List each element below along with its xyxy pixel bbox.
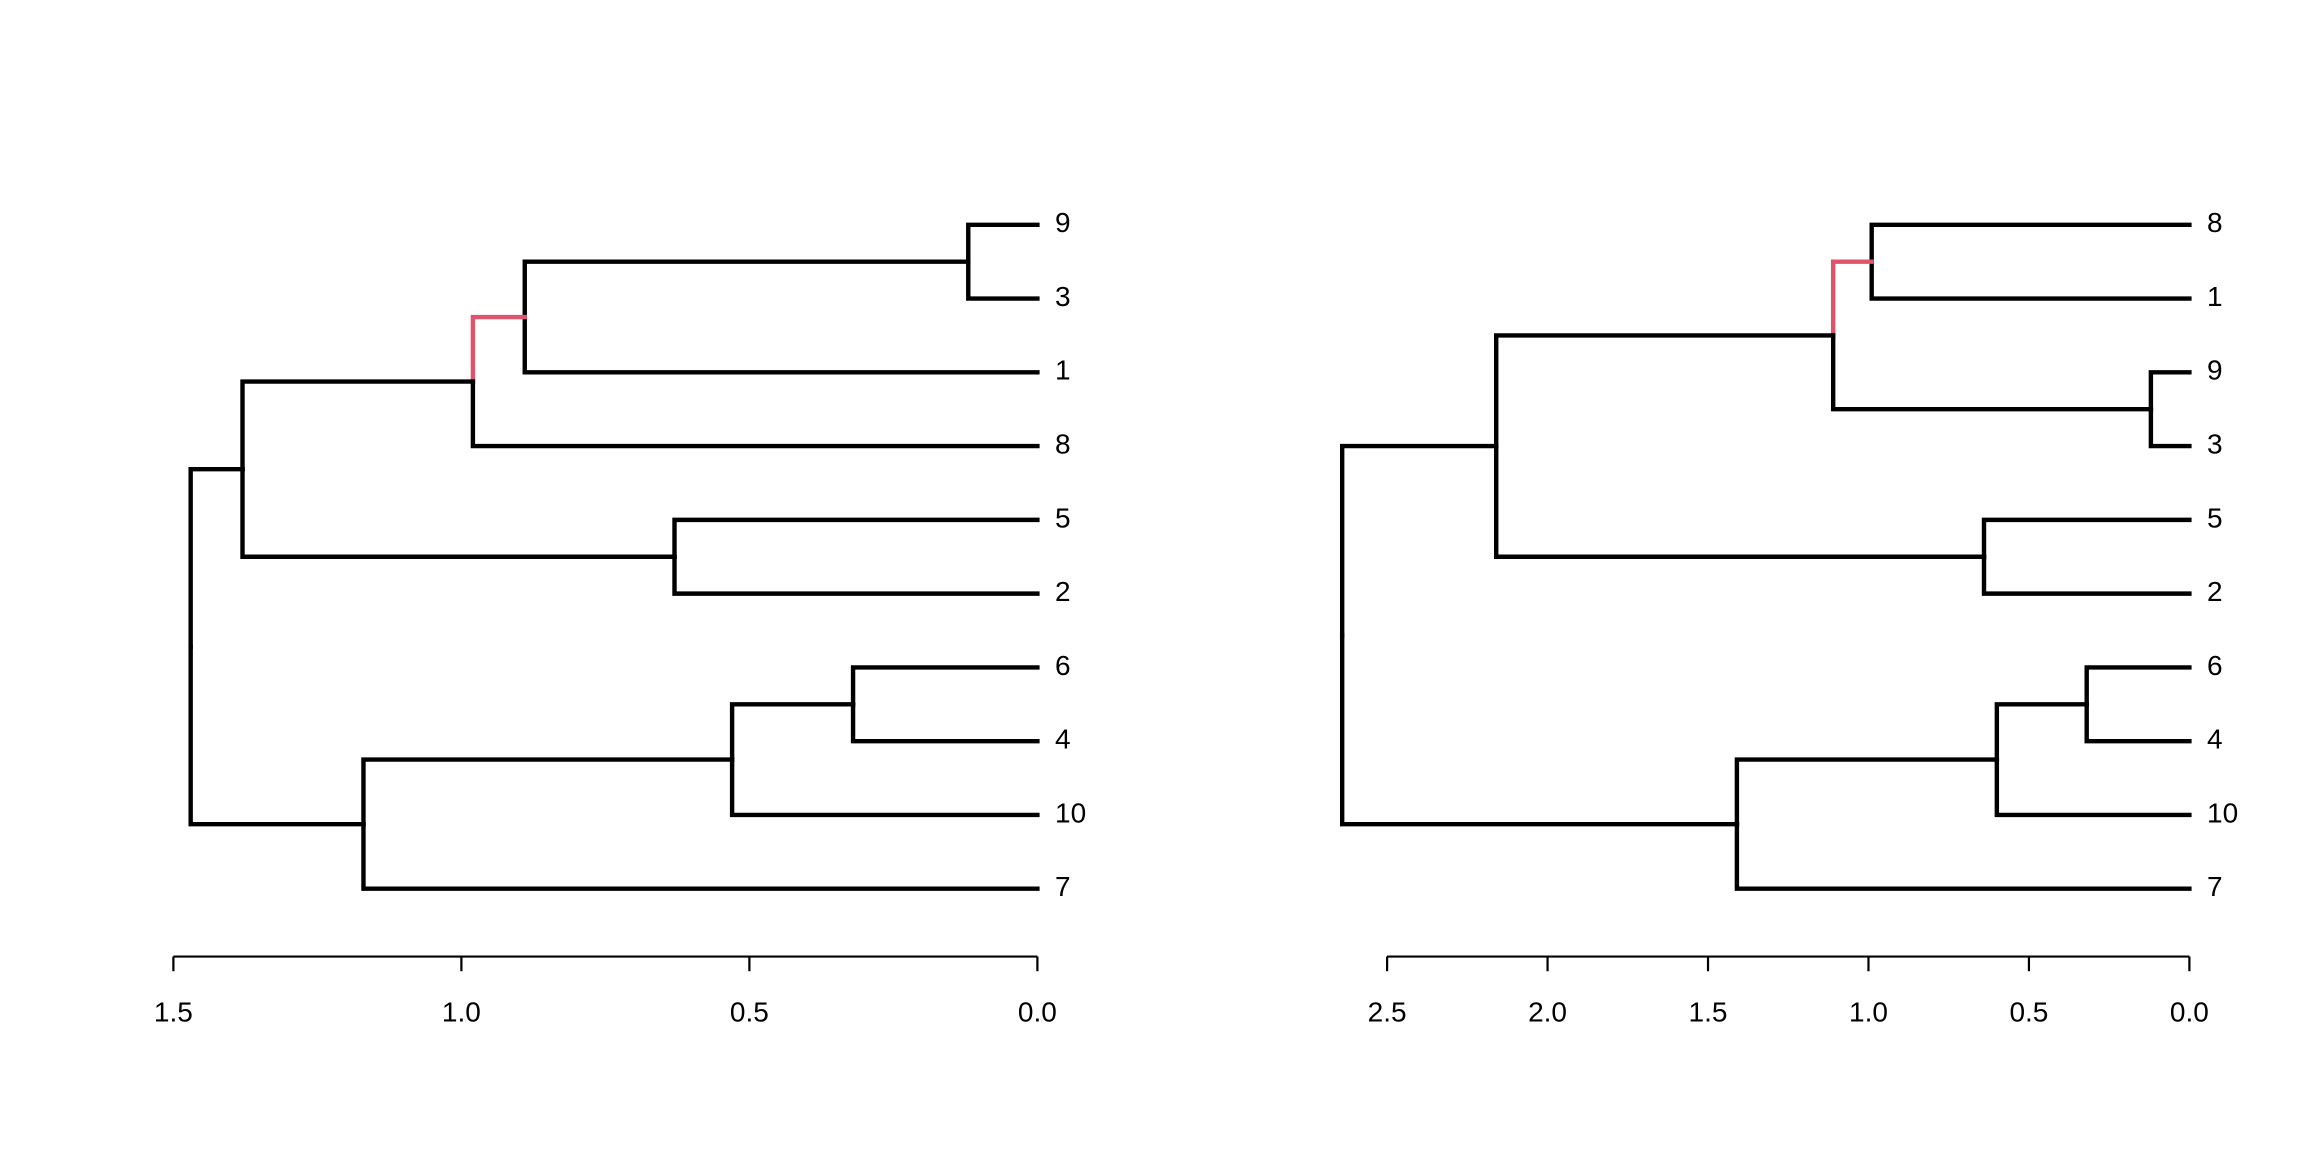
branch (361, 757, 735, 827)
highlight-branch (470, 314, 527, 384)
branch (1494, 443, 1987, 559)
leaf-label: 3 (1055, 281, 1071, 312)
branch (850, 702, 1040, 744)
branch (240, 466, 677, 559)
x-tick-label: 1.0 (442, 996, 481, 1027)
x-tick-label: 2.5 (1368, 996, 1407, 1027)
branch (1734, 757, 2000, 827)
branch (1869, 259, 2192, 301)
x-tick-label: 1.0 (1849, 996, 1888, 1027)
branch (522, 259, 971, 320)
leaf-label: 8 (1055, 428, 1071, 459)
branch (240, 379, 476, 472)
leaf-label: 6 (1055, 650, 1071, 681)
leaf-label: 5 (2207, 502, 2223, 533)
branch (1339, 632, 1740, 827)
leaf-label: 2 (1055, 576, 1071, 607)
branch (729, 702, 856, 762)
leaf-label: 10 (2207, 797, 2238, 828)
branch (1339, 443, 1499, 638)
branch (1981, 554, 2192, 596)
x-tick-label: 0.5 (730, 996, 769, 1027)
branch (966, 259, 1040, 301)
x-tick-label: 0.0 (1018, 996, 1057, 1027)
branch (672, 517, 1040, 559)
branch (729, 757, 1040, 818)
branch (470, 379, 1040, 449)
x-tick-label: 1.5 (1689, 996, 1728, 1027)
branch (1994, 757, 2192, 818)
branch (1994, 702, 2089, 762)
leaf-label: 7 (2207, 871, 2223, 902)
leaf-label: 10 (1055, 797, 1086, 828)
branch (1734, 821, 2192, 891)
branch (672, 554, 1040, 596)
branch (1830, 333, 2154, 412)
leaf-label: 3 (2207, 428, 2223, 459)
x-tick-label: 0.0 (2170, 996, 2209, 1027)
branch (1869, 222, 2192, 264)
branch (2148, 370, 2192, 412)
leaf-label: 8 (2207, 207, 2223, 238)
x-tick-label: 1.5 (154, 996, 193, 1027)
branch (188, 466, 245, 649)
leaf-label: 4 (1055, 724, 1071, 755)
branch (2084, 665, 2192, 707)
leaf-label: 2 (2207, 576, 2223, 607)
branch (1494, 333, 1836, 449)
branch (850, 665, 1040, 707)
leaf-label: 4 (2207, 724, 2223, 755)
leaf-label: 5 (1055, 502, 1071, 533)
leaf-label: 9 (1055, 207, 1071, 238)
leaf-label: 1 (2207, 281, 2223, 312)
branch (361, 821, 1040, 891)
branch (522, 314, 1040, 375)
branch (2084, 702, 2192, 744)
leaf-label: 9 (2207, 355, 2223, 386)
branch (966, 222, 1040, 264)
branch (1981, 517, 2192, 559)
x-tick-label: 0.5 (2009, 996, 2048, 1027)
branch (2148, 407, 2192, 449)
leaf-label: 7 (1055, 871, 1071, 902)
branch (188, 644, 366, 827)
leaf-label: 6 (2207, 650, 2223, 681)
highlight-branch (1830, 259, 1874, 338)
x-tick-label: 2.0 (1528, 996, 1567, 1027)
leaf-label: 1 (1055, 355, 1071, 386)
